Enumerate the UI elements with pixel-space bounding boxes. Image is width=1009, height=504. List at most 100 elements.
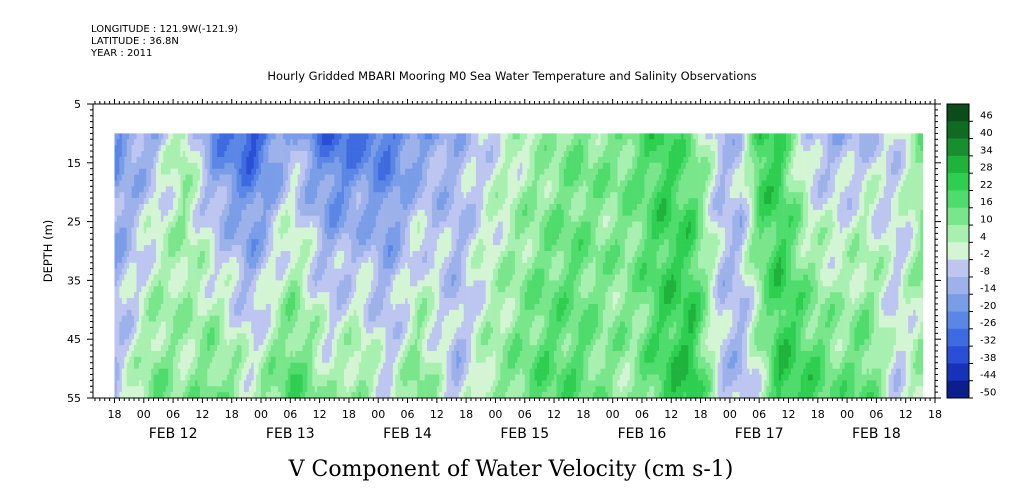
- heatmap-cell: [180, 251, 183, 257]
- heatmap-cell: [334, 345, 337, 351]
- heatmap-cell: [273, 275, 276, 281]
- heatmap-cell: [154, 263, 157, 269]
- heatmap-cell: [307, 210, 310, 216]
- heatmap-cell: [193, 298, 196, 304]
- heatmap-cell: [327, 133, 330, 139]
- heatmap-cell: [368, 392, 371, 398]
- heatmap-cell: [122, 369, 125, 375]
- heatmap-cell: [317, 298, 320, 304]
- heatmap-cell: [202, 280, 205, 286]
- heatmap-cell: [305, 263, 308, 269]
- heatmap-cell: [271, 363, 274, 369]
- heatmap-cell: [139, 316, 142, 322]
- heatmap-cell: [222, 210, 225, 216]
- heatmap-cell: [378, 322, 381, 328]
- heatmap-cell: [129, 163, 132, 169]
- heatmap-cell: [185, 339, 188, 345]
- heatmap-cell: [117, 251, 120, 257]
- heatmap-cell: [334, 292, 337, 298]
- heatmap-cell: [339, 163, 342, 169]
- heatmap-cell: [312, 363, 315, 369]
- heatmap-cell: [383, 316, 386, 322]
- heatmap-cell: [134, 163, 137, 169]
- heatmap-cell: [222, 322, 225, 328]
- heatmap-cell: [220, 380, 223, 386]
- heatmap-cell: [339, 192, 342, 198]
- heatmap-cell: [156, 292, 159, 298]
- heatmap-cell: [117, 163, 120, 169]
- heatmap-cell: [161, 239, 164, 245]
- heatmap-cell: [144, 216, 147, 222]
- heatmap-cell: [290, 310, 293, 316]
- heatmap-cell: [210, 286, 213, 292]
- heatmap-cell: [342, 286, 345, 292]
- heatmap-cell: [273, 222, 276, 228]
- heatmap-cell: [161, 186, 164, 192]
- heatmap-cell: [288, 327, 291, 333]
- heatmap-cell: [281, 210, 284, 216]
- heatmap-cell: [325, 345, 328, 351]
- heatmap-cell: [151, 233, 154, 239]
- heatmap-cell: [298, 198, 301, 204]
- heatmap-cell: [205, 263, 208, 269]
- heatmap-cell: [312, 227, 315, 233]
- heatmap-cell: [190, 245, 193, 251]
- heatmap-cell: [342, 139, 345, 145]
- heatmap-cell: [261, 286, 264, 292]
- heatmap-cell: [176, 275, 179, 281]
- heatmap-cell: [364, 139, 367, 145]
- heatmap-cell: [368, 316, 371, 322]
- heatmap-cell: [151, 310, 154, 316]
- heatmap-cell: [337, 369, 340, 375]
- heatmap-cell: [151, 286, 154, 292]
- heatmap-cell: [141, 351, 144, 357]
- heatmap-cell: [254, 233, 257, 239]
- heatmap-cell: [373, 292, 376, 298]
- heatmap-cell: [124, 339, 127, 345]
- heatmap-cell: [154, 216, 157, 222]
- heatmap-cell: [212, 169, 215, 175]
- heatmap-cell: [344, 198, 347, 204]
- heatmap-cell: [371, 233, 374, 239]
- heatmap-cell: [346, 286, 349, 292]
- heatmap-cell: [337, 339, 340, 345]
- heatmap-cell: [168, 310, 171, 316]
- heatmap-cell: [320, 233, 323, 239]
- heatmap-cell: [154, 345, 157, 351]
- heatmap-cell: [215, 363, 218, 369]
- heatmap-cell: [327, 180, 330, 186]
- heatmap-cell: [342, 227, 345, 233]
- heatmap-cell: [224, 380, 227, 386]
- heatmap-cell: [193, 280, 196, 286]
- heatmap-cell: [276, 169, 279, 175]
- heatmap-cell: [317, 157, 320, 163]
- heatmap-cell: [127, 222, 130, 228]
- heatmap-cell: [163, 275, 166, 281]
- heatmap-cell: [151, 263, 154, 269]
- heatmap-cell: [364, 316, 367, 322]
- heatmap-cell: [290, 180, 293, 186]
- heatmap-cell: [158, 251, 161, 257]
- heatmap-cell: [300, 133, 303, 139]
- heatmap-cell: [288, 163, 291, 169]
- heatmap-cell: [266, 175, 269, 181]
- heatmap-cell: [215, 298, 218, 304]
- heatmap-cell: [254, 198, 257, 204]
- heatmap-cell: [210, 157, 213, 163]
- heatmap-cell: [229, 227, 232, 233]
- heatmap-cell: [312, 133, 315, 139]
- heatmap-cell: [288, 280, 291, 286]
- heatmap-cell: [122, 263, 125, 269]
- heatmap-cell: [161, 304, 164, 310]
- heatmap-cell: [344, 275, 347, 281]
- heatmap-cell: [256, 169, 259, 175]
- heatmap-cell: [268, 351, 271, 357]
- heatmap-cell: [364, 286, 367, 292]
- heatmap-cell: [256, 280, 259, 286]
- heatmap-cell: [141, 222, 144, 228]
- heatmap-cell: [207, 210, 210, 216]
- heatmap-cell: [310, 286, 313, 292]
- heatmap-cell: [351, 263, 354, 269]
- heatmap-cell: [376, 363, 379, 369]
- heatmap-cell: [122, 192, 125, 198]
